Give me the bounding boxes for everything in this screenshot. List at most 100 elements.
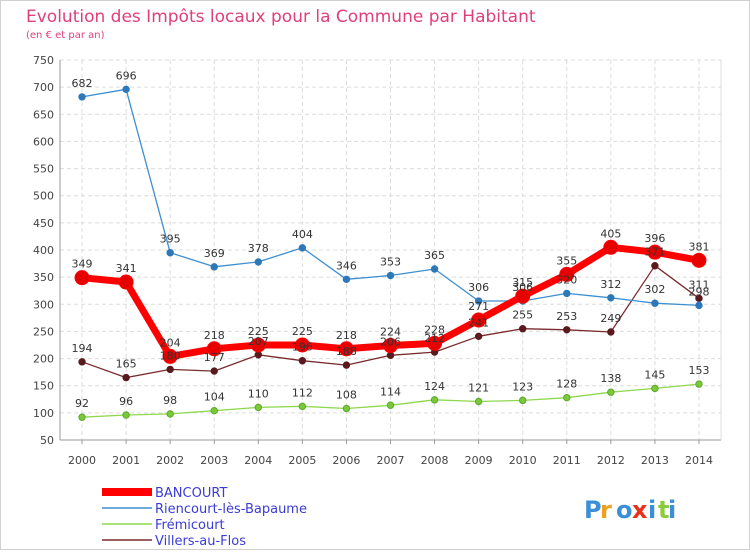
data-label-fremicourt: 121	[468, 381, 489, 394]
data-point-fremicourt	[298, 402, 307, 411]
data-label-villers: 188	[336, 345, 357, 358]
data-point-fremicourt	[166, 410, 174, 418]
data-point-riencourt	[386, 271, 395, 280]
data-point-fremicourt	[607, 388, 615, 396]
data-label-riencourt: 353	[380, 256, 401, 269]
axis-layer: 50 100 150 200 250 300 350 400 450 500 550 600 650 70…	[33, 54, 722, 467]
x-tick-label: 2012	[597, 454, 625, 467]
data-point-villers	[122, 373, 130, 382]
data-label-fremicourt: 145	[644, 368, 665, 381]
chart-title: Evolution des Impôts locaux pour la Comm…	[26, 7, 536, 27]
data-point-fremicourt	[78, 413, 86, 421]
data-label-bancourt: 218	[204, 329, 225, 342]
data-label-bancourt: 204	[160, 336, 181, 349]
data-label-fremicourt: 92	[75, 397, 89, 410]
data-point-villers	[474, 332, 483, 341]
data-label-bancourt: 225	[248, 325, 269, 338]
data-label-bancourt: 355	[556, 254, 577, 267]
data-point-fremicourt	[474, 397, 483, 406]
y-tick-label: 100	[33, 407, 54, 420]
data-label-bancourt: 405	[600, 227, 621, 240]
data-label-fremicourt: 110	[248, 387, 269, 400]
data-point-villers	[563, 326, 571, 334]
data-point-villers	[210, 367, 218, 375]
y-tick-label: 150	[33, 380, 54, 393]
data-label-fremicourt: 108	[336, 389, 357, 402]
data-point-villers	[695, 294, 703, 303]
y-tick-label: 200	[33, 353, 54, 366]
data-label-bancourt: 271	[468, 300, 489, 313]
x-tick-label: 2003	[200, 454, 228, 467]
legend-label-riencourt: Riencourt-lès-Bapaume	[155, 502, 307, 517]
data-point-riencourt	[430, 265, 439, 273]
data-label-bancourt: 349	[72, 258, 93, 271]
y-tick-label: 300	[33, 298, 54, 311]
logo-letter: P	[584, 496, 602, 524]
data-label-fremicourt: 104	[204, 391, 225, 404]
data-label-bancourt: 224	[380, 326, 401, 339]
data-label-fremicourt: 128	[556, 378, 577, 391]
data-point-bancourt	[427, 335, 443, 351]
y-tick-label: 500	[33, 190, 54, 203]
data-point-fremicourt	[519, 396, 527, 405]
data-label-riencourt: 306	[512, 281, 533, 294]
data-label-villers: 206	[380, 335, 401, 348]
data-point-riencourt	[651, 299, 659, 307]
data-label-riencourt: 298	[688, 285, 709, 298]
logo-letter: i	[668, 496, 676, 524]
y-tick-label: 400	[33, 244, 54, 257]
data-label-fremicourt: 98	[163, 394, 177, 407]
data-label-bancourt: 341	[116, 262, 137, 275]
x-tick-label: 2007	[377, 454, 405, 467]
data-point-villers	[78, 358, 86, 366]
data-label-villers: 241	[468, 316, 489, 329]
data-label-bancourt: 225	[292, 325, 313, 338]
data-point-riencourt	[78, 93, 86, 101]
data-point-fremicourt	[254, 403, 262, 412]
data-point-villers	[166, 365, 174, 374]
data-label-bancourt: 315	[512, 276, 533, 289]
data-point-riencourt	[695, 301, 703, 310]
y-tick-label: 750	[33, 54, 54, 67]
data-label-riencourt: 378	[248, 242, 269, 255]
y-tick-label: 550	[33, 163, 54, 176]
x-tick-label: 2005	[288, 454, 316, 467]
legend: BANCOURTRiencourt-lès-BapaumeFrémicourtV…	[102, 486, 307, 549]
series-layer	[74, 85, 707, 421]
data-point-bancourt	[383, 338, 398, 354]
data-point-bancourt	[559, 266, 575, 282]
data-point-bancourt	[74, 270, 90, 286]
data-point-villers	[386, 351, 395, 360]
y-tick-label: 650	[33, 108, 54, 121]
x-tick-label: 2013	[641, 454, 669, 467]
data-point-fremicourt	[342, 404, 351, 413]
data-label-riencourt: 320	[556, 273, 577, 286]
data-point-villers	[607, 328, 615, 336]
data-label-riencourt: 682	[72, 77, 93, 90]
data-label-riencourt: 306	[468, 281, 489, 294]
data-label-riencourt: 696	[116, 69, 137, 82]
data-point-fremicourt	[695, 380, 703, 388]
data-point-fremicourt	[210, 406, 218, 415]
y-tick-label: 50	[40, 434, 54, 447]
data-label-villers: 207	[248, 335, 269, 348]
legend-label-fremicourt: Frémicourt	[155, 518, 225, 533]
x-tick-label: 2006	[332, 454, 360, 467]
data-label-fremicourt: 123	[512, 380, 533, 393]
data-label-bancourt: 228	[424, 323, 445, 336]
data-label-riencourt: 395	[160, 233, 181, 246]
x-tick-label: 2000	[68, 454, 96, 467]
data-label-villers: 180	[160, 349, 181, 362]
data-label-fremicourt: 124	[424, 380, 445, 393]
data-label-fremicourt: 138	[600, 372, 621, 385]
data-label-bancourt: 218	[336, 329, 357, 342]
logo-letter: t	[658, 496, 669, 524]
data-point-riencourt	[607, 294, 615, 302]
data-label-fremicourt: 114	[380, 385, 401, 398]
data-label-riencourt: 369	[204, 247, 225, 260]
data-point-bancourt	[250, 337, 266, 353]
legend-label-villers: Villers-au-Flos	[155, 534, 246, 549]
data-point-fremicourt	[651, 384, 659, 393]
